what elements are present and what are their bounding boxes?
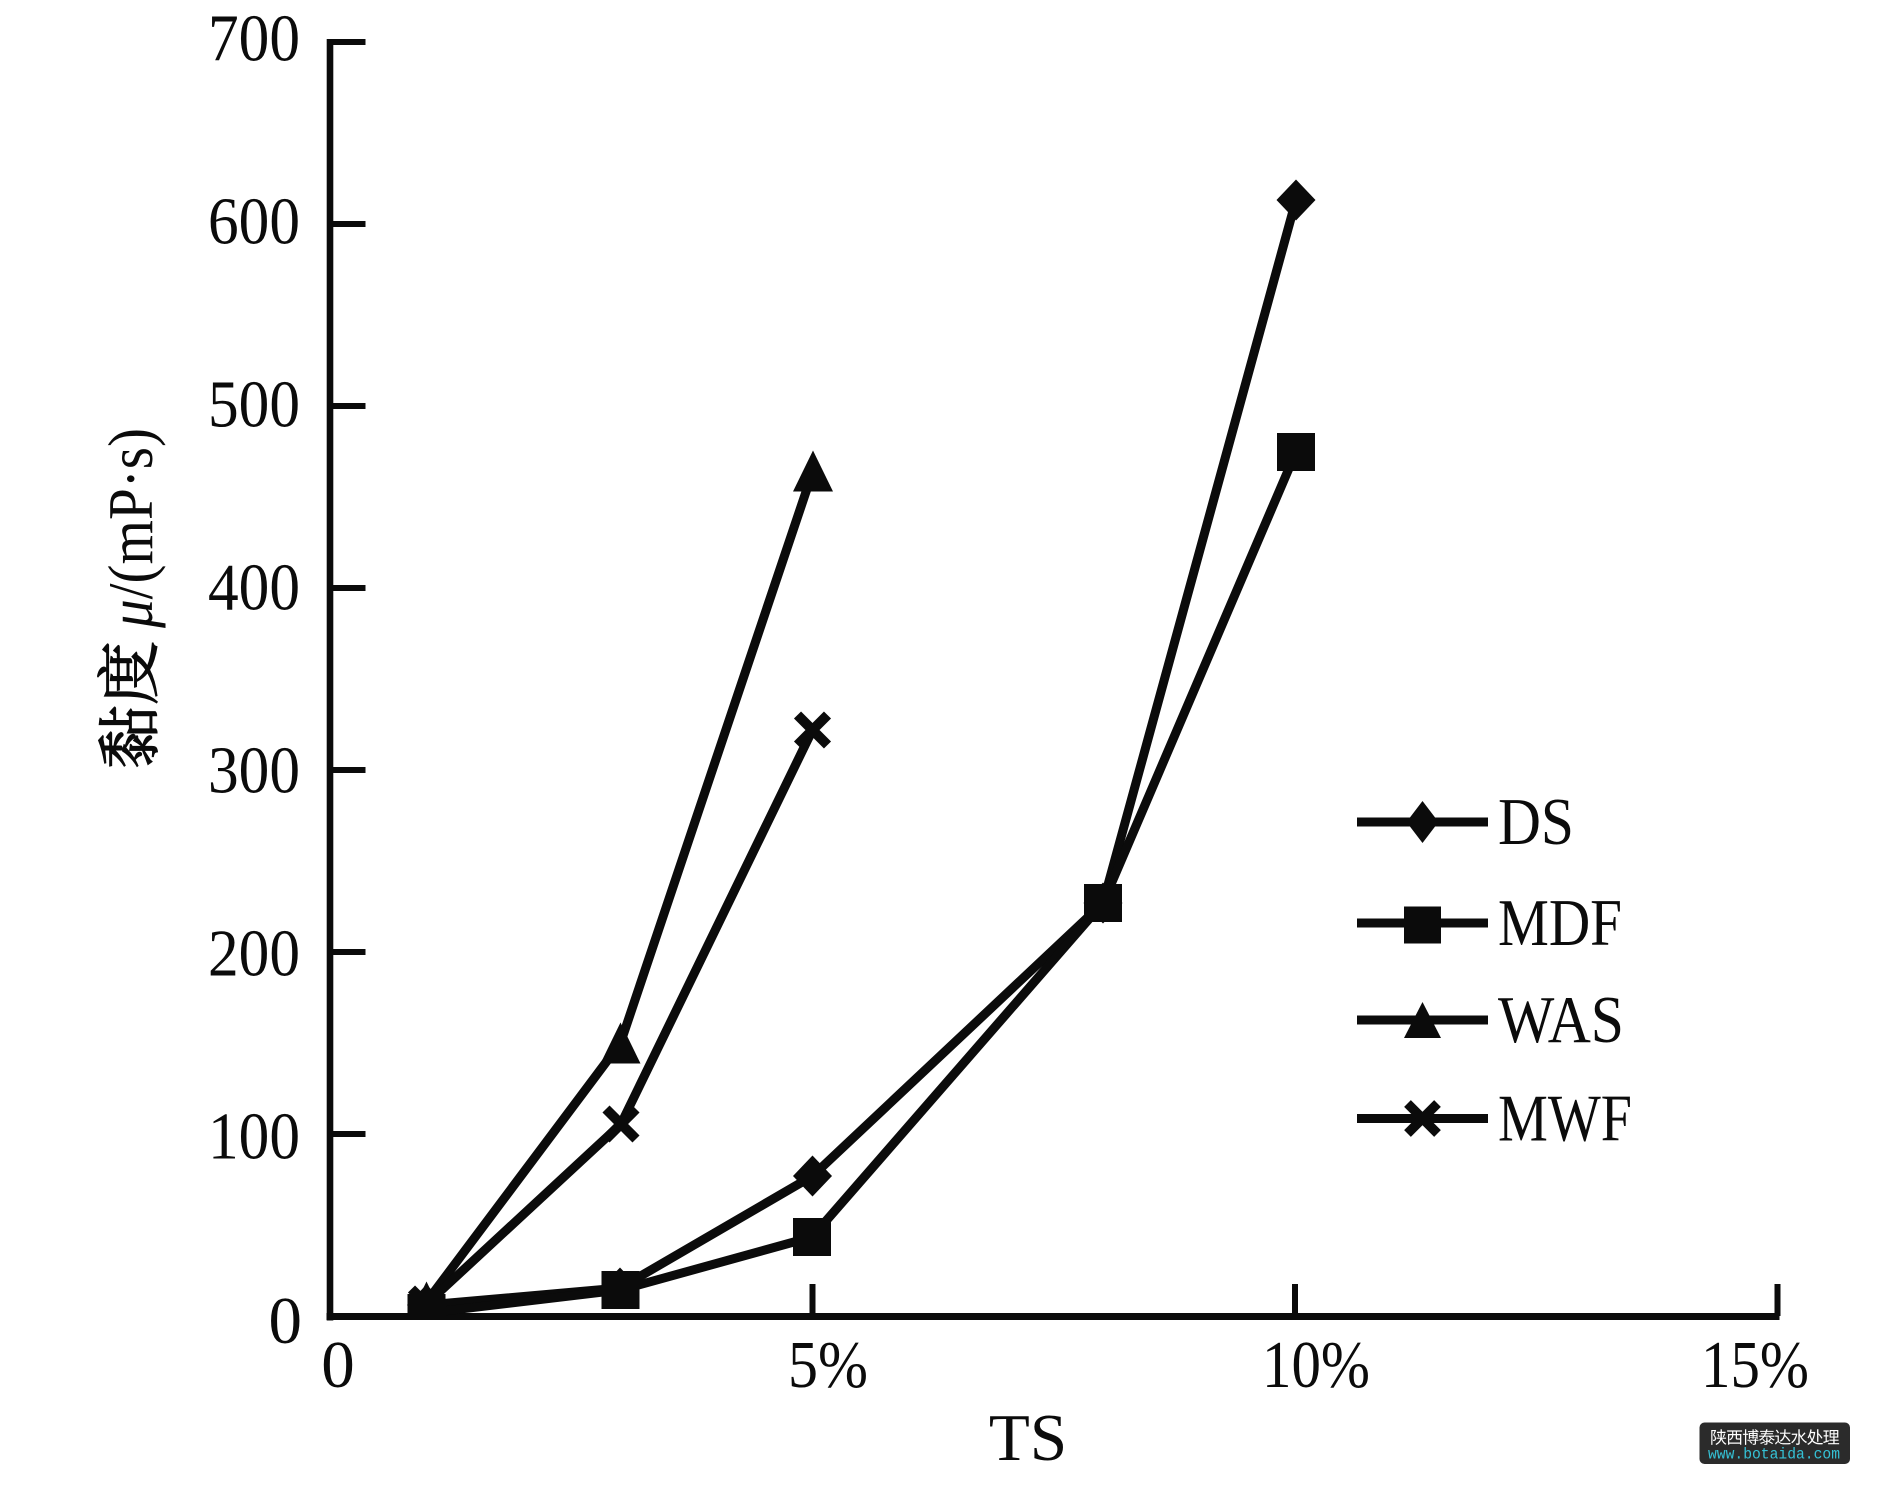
svg-text:500: 500 xyxy=(208,368,300,442)
svg-text:0: 0 xyxy=(269,1284,303,1358)
svg-text:5%: 5% xyxy=(788,1328,868,1402)
svg-text:10%: 10% xyxy=(1262,1328,1370,1402)
svg-text:600: 600 xyxy=(208,185,300,259)
svg-text:DS: DS xyxy=(1498,785,1574,859)
svg-text:www.botaida.com: www.botaida.com xyxy=(1708,1446,1840,1464)
svg-text:MDF: MDF xyxy=(1498,886,1622,960)
svg-text:WAS: WAS xyxy=(1498,983,1624,1057)
svg-text:400: 400 xyxy=(208,551,300,625)
svg-text:100: 100 xyxy=(208,1100,300,1174)
svg-text:μ/(mP·s): μ/(mP·s) xyxy=(96,428,166,629)
svg-text:15%: 15% xyxy=(1701,1328,1809,1402)
svg-text:0: 0 xyxy=(321,1328,355,1402)
svg-text:MWF: MWF xyxy=(1498,1082,1632,1156)
svg-text:TS: TS xyxy=(989,1401,1067,1475)
svg-text:300: 300 xyxy=(208,734,300,808)
svg-text:200: 200 xyxy=(208,917,300,991)
svg-text:700: 700 xyxy=(208,2,300,76)
